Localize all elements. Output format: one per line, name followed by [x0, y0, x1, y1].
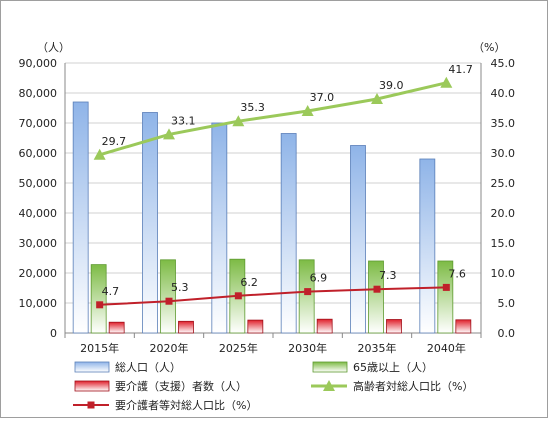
- series-line: [99, 286, 447, 306]
- bar: [72, 101, 89, 334]
- point-marker: [96, 301, 104, 309]
- point-marker: [373, 285, 381, 293]
- point-marker: [371, 93, 383, 104]
- data-label: 35.3: [240, 101, 264, 114]
- y-right-tick-label: 25.0: [491, 177, 516, 190]
- y-right-tick-label: 30.0: [491, 147, 516, 160]
- data-label: 29.7: [102, 135, 127, 148]
- legend: 総人口（人） 65歳以上（人） 要介護（支援）者数（人） 高齢者対総人口比（%） 要介護…: [73, 360, 473, 412]
- y-left-tick-label: 90,000: [19, 57, 58, 70]
- bar: [142, 112, 158, 334]
- data-label: 6.2: [240, 276, 257, 289]
- bar: [90, 264, 107, 334]
- point-marker: [232, 115, 245, 127]
- bar: [108, 321, 125, 334]
- data-label: 33.1: [171, 114, 196, 127]
- data-label: 5.3: [171, 281, 189, 294]
- point-marker: [301, 105, 314, 116]
- point-marker: [442, 283, 450, 291]
- bar: [455, 319, 472, 334]
- y-left-tick-label: 80,000: [19, 87, 58, 100]
- bar: [211, 122, 228, 334]
- bar: [419, 158, 436, 334]
- legend-label: 要介護（支援）者数（人）: [115, 379, 247, 393]
- bar: [178, 320, 194, 334]
- y-left-tick-label: 20,000: [19, 267, 58, 280]
- gridlines: [65, 62, 481, 304]
- axes: 0 10,000 20,000 30,000 40,000 50,000 60,000 70,…: [19, 41, 516, 355]
- data-label: 39.0: [379, 79, 404, 92]
- legend-swatch: [74, 380, 110, 392]
- point-marker: [163, 128, 175, 140]
- point-marker: [165, 297, 173, 305]
- y-right-tick-label: 20.0: [491, 207, 516, 220]
- y-left-unit: （人）: [37, 41, 70, 54]
- bar: [280, 133, 297, 334]
- legend-label: 65歳以上（人）: [353, 361, 433, 374]
- legend-marker: [87, 401, 95, 409]
- y-right-unit: （%）: [473, 41, 505, 54]
- y-left-tick-label: 30,000: [19, 237, 58, 250]
- y-left-tick-label: 50,000: [19, 177, 58, 190]
- x-tick-label: 2030年: [288, 341, 327, 355]
- y-right-tick-label: 35.0: [491, 117, 516, 130]
- y-right-tick-label: 15.0: [491, 237, 516, 250]
- data-label: 4.7: [102, 285, 120, 298]
- y-right-tick-label: 45.0: [491, 57, 516, 70]
- data-label: 37.0: [310, 91, 335, 104]
- bar: [298, 259, 315, 334]
- x-tick-label: 2020年: [150, 341, 189, 355]
- data-labels: 29.7 33.1 35.3 37.0 39.0 41.7 4.7 5.3 6.2 6.9 7.3 7…: [102, 63, 473, 298]
- bars: [72, 101, 472, 334]
- x-tick-label: 2015年: [80, 341, 119, 355]
- bar: [316, 318, 333, 334]
- point-marker: [234, 292, 242, 300]
- x-tick-label: 2025年: [219, 341, 258, 355]
- data-label: 7.3: [379, 269, 397, 282]
- legend-marker: [323, 380, 335, 391]
- y-left-tick-label: 40,000: [19, 207, 58, 220]
- y-left-tick-label: 70,000: [19, 117, 58, 130]
- y-left-tick-label: 0: [50, 327, 57, 340]
- bar: [368, 260, 384, 334]
- x-tick-label: 2040年: [427, 341, 466, 355]
- bar: [160, 259, 176, 334]
- bar: [247, 319, 264, 334]
- y-right-tick-label: 10.0: [491, 267, 516, 280]
- series-line: [99, 81, 447, 157]
- data-label: 7.6: [448, 267, 466, 280]
- y-left-tick-label: 60,000: [19, 147, 58, 160]
- y-right-tick-label: 5.0: [498, 297, 516, 310]
- bar: [437, 260, 454, 334]
- y-right-tick-label: 0.0: [498, 327, 516, 340]
- y-right-tick-label: 40.0: [491, 87, 516, 100]
- legend-label: 総人口（人）: [115, 360, 181, 374]
- lines: [93, 76, 453, 309]
- legend-swatch: [312, 361, 348, 373]
- y-left-tick-label: 10,000: [19, 297, 58, 310]
- bar: [386, 319, 402, 334]
- point-marker: [440, 76, 453, 88]
- point-marker: [93, 148, 106, 160]
- legend-label: 要介護者等対総人口比（%）: [115, 398, 257, 412]
- bar: [350, 145, 366, 334]
- x-tick-label: 2035年: [358, 341, 397, 355]
- data-label: 41.7: [448, 63, 473, 76]
- legend-label: 高齢者対総人口比（%）: [353, 379, 473, 393]
- data-label: 6.9: [310, 272, 328, 285]
- point-marker: [304, 288, 312, 296]
- legend-swatch: [74, 361, 110, 373]
